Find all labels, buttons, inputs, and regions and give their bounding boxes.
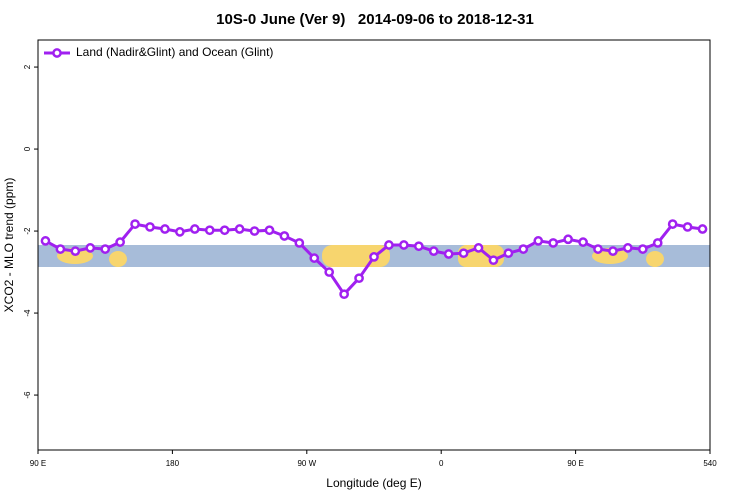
data-point (219, 225, 230, 236)
legend-text: Land (Nadir&Glint) and Ocean (Glint) (76, 45, 273, 59)
data-point (324, 267, 335, 277)
data-point (473, 243, 484, 253)
y-tick-label: 0 (23, 146, 32, 151)
data-point (593, 244, 603, 254)
data-point (40, 236, 51, 246)
data-point (175, 227, 185, 237)
data-point (339, 289, 349, 300)
legend-marker (52, 48, 62, 58)
data-point (85, 243, 96, 253)
data-point (294, 238, 305, 248)
y-tick-label: -6 (23, 391, 32, 399)
data-point (279, 231, 290, 241)
data-point (413, 241, 424, 252)
data-point (399, 240, 409, 250)
x-tick-label: 90 E (30, 459, 46, 468)
data-point (667, 219, 678, 229)
data-point (563, 234, 573, 245)
data-point (145, 222, 155, 232)
data-point (578, 237, 588, 247)
data-point (458, 248, 469, 259)
data-point (548, 238, 559, 248)
data-point (503, 248, 514, 259)
data-point (637, 244, 648, 254)
y-axis-title: XCO2 - MLO trend (ppm) (2, 178, 16, 313)
data-point (160, 224, 170, 234)
data-point (354, 273, 364, 284)
data-point (608, 246, 618, 256)
data-point (189, 224, 200, 234)
x-tick-label: 90 W (297, 459, 316, 468)
plot-frame (37, 39, 711, 451)
data-point (623, 243, 633, 253)
data-point (249, 226, 260, 236)
data-point (70, 246, 81, 256)
data-point (115, 237, 125, 247)
data-point (443, 249, 454, 259)
data-point (309, 253, 320, 263)
data-point (384, 240, 394, 250)
y-tick-label: 2 (23, 64, 32, 69)
data-point (518, 244, 529, 254)
x-tick-label: 180 (166, 459, 180, 468)
chart-title: 10S-0 June (Ver 9) 2014-09-06 to 2018-12… (216, 11, 534, 28)
data-point (533, 236, 544, 246)
data-point (130, 219, 140, 229)
data-point (100, 244, 111, 254)
data-point (488, 255, 499, 266)
data-point (204, 225, 215, 236)
x-tick-label: 540 (703, 459, 717, 468)
data-point (234, 224, 245, 234)
y-tick-label: -2 (23, 227, 32, 235)
data-point (55, 244, 66, 254)
data-point (697, 224, 708, 234)
x-tick-label: 0 (439, 459, 444, 468)
data-point (682, 222, 693, 232)
x-tick-label: 90 E (567, 459, 583, 468)
data-point (428, 246, 439, 256)
data-point (369, 252, 379, 262)
y-tick-label: -4 (23, 309, 32, 317)
data-point (652, 238, 663, 248)
x-axis-title: Longitude (deg E) (326, 476, 421, 490)
data-point (264, 225, 275, 236)
